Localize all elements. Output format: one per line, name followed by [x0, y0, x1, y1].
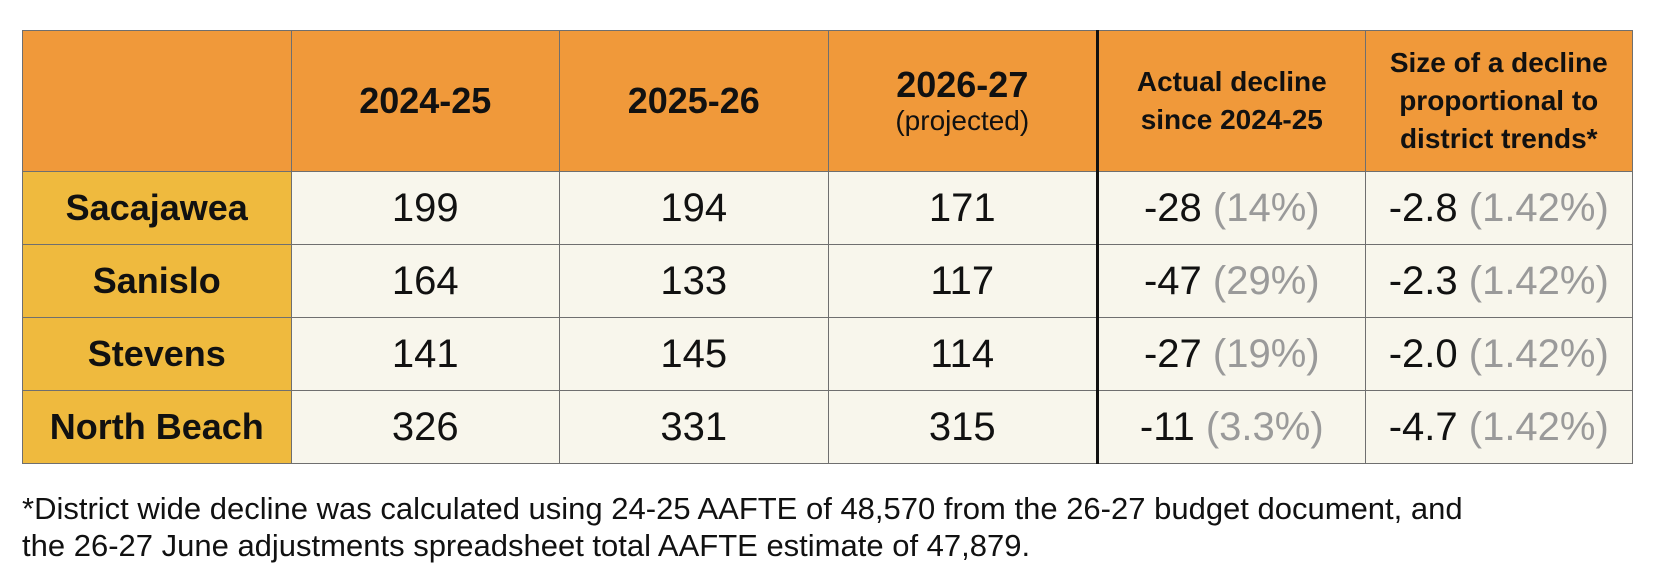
actual-decline-value: -11 — [1139, 404, 1195, 449]
proportional-decline-cell: -2.0 (1.42%) — [1364, 317, 1633, 391]
school-name-cell: Stevens — [22, 317, 292, 391]
enrollment-2026-27-cell: 315 — [827, 390, 1099, 464]
actual-decline-percent: (14%) — [1212, 185, 1320, 230]
enrollment-2024-25-cell: 164 — [290, 244, 560, 318]
enrollment-2025-26-cell: 331 — [559, 390, 829, 464]
actual-decline-value: -28 — [1143, 185, 1202, 230]
header-blank-cell — [22, 30, 292, 172]
table-row: Sanislo 164 133 117 -47 (29%) -2.3 (1.42… — [22, 244, 1633, 318]
proportional-decline-value: -2.8 — [1388, 185, 1458, 230]
actual-decline-cell: -27 (19%) — [1096, 317, 1366, 391]
header-actual-decline-line2: since 2024-25 — [1140, 104, 1323, 135]
header-row: 2024-25 2025-26 2026-27 (projected) Actu… — [22, 30, 1633, 172]
enrollment-2026-27-cell: 117 — [827, 244, 1099, 318]
header-2024-25-label: 2024-25 — [359, 80, 492, 121]
enrollment-2024-25-cell: 326 — [290, 390, 560, 464]
table-row: North Beach 326 331 315 -11 (3.3%) -4.7 … — [22, 390, 1633, 464]
header-proportional-line1: Size of a decline — [1389, 47, 1608, 78]
header-2026-27-label: 2026-27 — [896, 64, 1029, 105]
header-2025-26: 2025-26 — [559, 30, 829, 172]
header-2026-27: 2026-27 (projected) — [827, 30, 1099, 172]
actual-decline-value: -27 — [1143, 331, 1202, 376]
actual-decline-percent: (19%) — [1212, 331, 1320, 376]
actual-decline-percent: (29%) — [1212, 258, 1320, 303]
enrollment-2025-26-cell: 145 — [559, 317, 829, 391]
proportional-decline-cell: -2.8 (1.42%) — [1364, 171, 1633, 245]
proportional-decline-value: -2.3 — [1388, 258, 1458, 303]
enrollment-2025-26-cell: 194 — [559, 171, 829, 245]
proportional-decline-percent: (1.42%) — [1468, 331, 1609, 376]
header-proportional-line2: proportional to — [1399, 85, 1599, 116]
enrollment-2025-26-cell: 133 — [559, 244, 829, 318]
school-name-cell: North Beach — [22, 390, 292, 464]
actual-decline-percent: (3.3%) — [1205, 404, 1324, 449]
enrollment-2024-25-cell: 199 — [290, 171, 560, 245]
header-2024-25: 2024-25 — [290, 30, 560, 172]
actual-decline-cell: -28 (14%) — [1096, 171, 1366, 245]
school-name-cell: Sacajawea — [22, 171, 292, 245]
proportional-decline-percent: (1.42%) — [1468, 404, 1609, 449]
table-row: Sacajawea 199 194 171 -28 (14%) -2.8 (1.… — [22, 171, 1633, 245]
enrollment-table-container: 2024-25 2025-26 2026-27 (projected) Actu… — [22, 30, 1633, 464]
proportional-decline-value: -4.7 — [1388, 404, 1458, 449]
header-2025-26-label: 2025-26 — [627, 80, 760, 121]
enrollment-2026-27-cell: 171 — [827, 171, 1099, 245]
header-actual-decline: Actual decline since 2024-25 — [1096, 30, 1366, 172]
proportional-decline-percent: (1.42%) — [1468, 258, 1609, 303]
enrollment-2024-25-cell: 141 — [290, 317, 560, 391]
enrollment-table: 2024-25 2025-26 2026-27 (projected) Actu… — [22, 30, 1633, 464]
footnote: *District wide decline was calculated us… — [22, 490, 1634, 564]
school-name-cell: Sanislo — [22, 244, 292, 318]
proportional-decline-percent: (1.42%) — [1468, 185, 1609, 230]
proportional-decline-cell: -2.3 (1.42%) — [1364, 244, 1633, 318]
header-proportional-line3: district trends* — [1399, 123, 1598, 154]
header-proportional-decline: Size of a decline proportional to distri… — [1364, 30, 1633, 172]
actual-decline-value: -47 — [1143, 258, 1202, 303]
header-projected-note: (projected) — [895, 105, 1030, 136]
footnote-line-2: the 26-27 June adjustments spreadsheet t… — [22, 528, 1031, 563]
footnote-line-1: *District wide decline was calculated us… — [22, 491, 1463, 526]
proportional-decline-value: -2.0 — [1388, 331, 1458, 376]
proportional-decline-cell: -4.7 (1.42%) — [1364, 390, 1633, 464]
enrollment-2026-27-cell: 114 — [827, 317, 1099, 391]
actual-decline-cell: -11 (3.3%) — [1096, 390, 1366, 464]
table-row: Stevens 141 145 114 -27 (19%) -2.0 (1.42… — [22, 317, 1633, 391]
actual-decline-cell: -47 (29%) — [1096, 244, 1366, 318]
header-actual-decline-line1: Actual decline — [1136, 66, 1327, 97]
